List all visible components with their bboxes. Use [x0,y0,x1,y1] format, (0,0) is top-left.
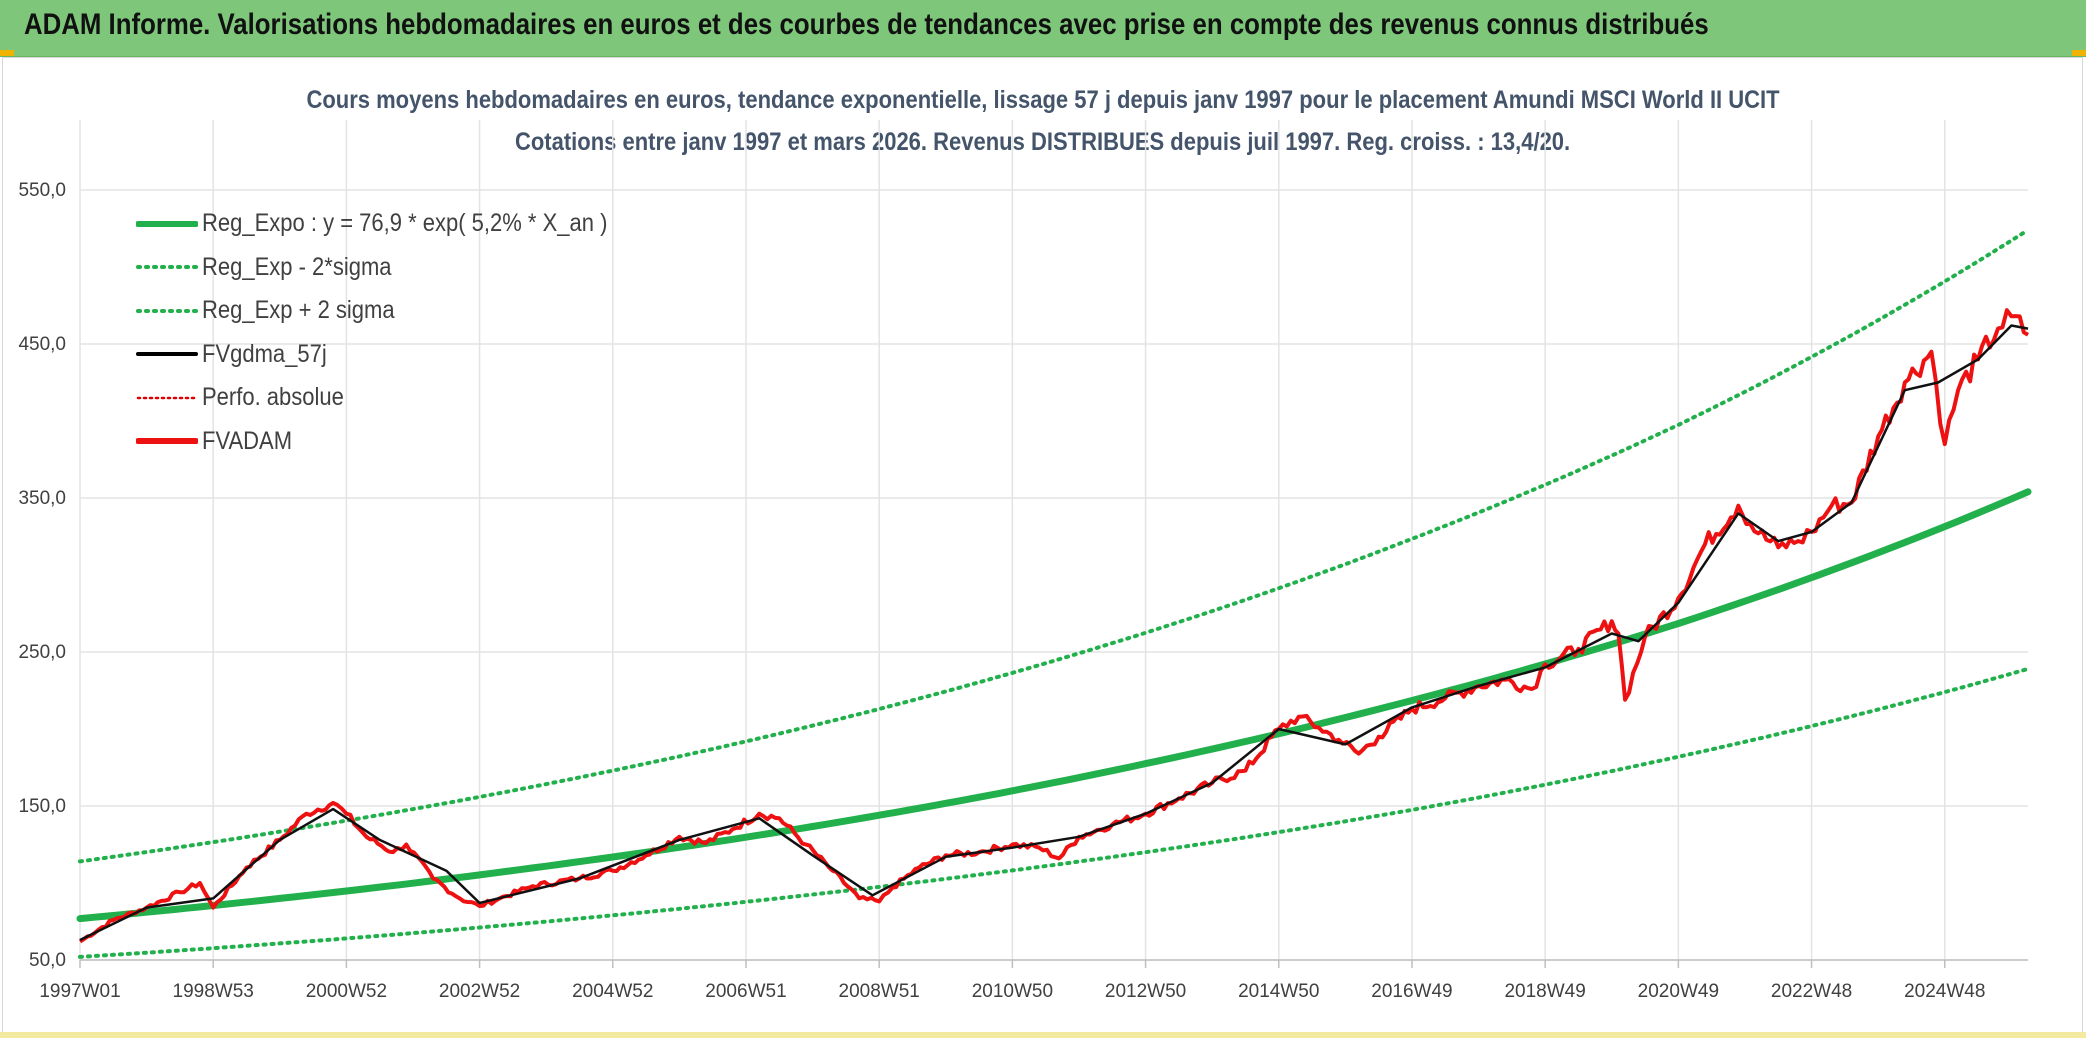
legend-label: Reg_Expo : y = 76,9 * exp( 5,2% * X_an ) [202,209,608,238]
x-tick-label: 2012W50 [1105,981,1186,1002]
x-tick-label: 2008W51 [839,981,920,1002]
x-tick-label: 2016W49 [1371,981,1452,1002]
series-line-reg-exp-minus-2-sigma [78,666,2030,959]
x-tick-label: 2000W52 [306,981,387,1002]
legend-item: Reg_Exp - 2*sigma [136,246,663,290]
series-line-fvadam [78,308,2030,944]
x-tick-label: 2002W52 [439,981,520,1002]
x-tick-label: 1998W53 [173,981,254,1002]
legend-item: Reg_Expo : y = 76,9 * exp( 5,2% * X_an ) [136,202,663,246]
legend-swatch [136,396,198,399]
y-tick-label: 150,0 [18,796,66,817]
legend-label: FVgdma_57j [202,339,327,368]
y-tick-label: 250,0 [18,642,66,663]
y-tick-label: 450,0 [18,334,66,355]
x-tick-label: 2014W50 [1238,981,1319,1002]
x-tick-label: 2020W49 [1638,981,1719,1002]
x-tick-label: 2010W50 [972,981,1053,1002]
series-line-fvgdma-57j [79,324,2029,942]
legend-label: FVADAM [202,426,293,455]
legend-item: FVgdma_57j [136,333,663,377]
legend-item: Perfo. absolue [136,376,663,420]
banner-corner-accent-left [0,50,14,56]
chart-title-line-2: Cotations entre janv 1997 et mars 2026. … [515,128,1571,156]
legend-item: FVADAM [136,420,663,464]
y-tick-label: 50,0 [29,950,66,971]
series-line-reg-expo [76,488,2032,923]
legend-label: Reg_Exp - 2*sigma [202,252,392,281]
report-title: ADAM Informe. Valorisations hebdomadaire… [24,8,1709,41]
report-banner: ADAM Informe. Valorisations hebdomadaire… [0,0,2086,57]
x-tick-label: 2004W52 [572,981,653,1002]
banner-corner-accent-right [2072,50,2086,56]
legend-swatch [136,438,198,445]
legend-swatch [136,265,198,270]
x-tick-label: 2022W48 [1771,981,1852,1002]
legend-item: Reg_Exp + 2 sigma [136,289,663,333]
legend-label: Perfo. absolue [202,383,344,412]
legend-swatch [136,308,198,313]
legend-swatch [136,220,198,227]
bottom-strip [0,1032,2086,1038]
x-tick-label: 2006W51 [705,981,786,1002]
x-tick-label: 2018W49 [1504,981,1585,1002]
y-tick-label: 350,0 [18,488,66,509]
legend-label: Reg_Exp + 2 sigma [202,296,395,325]
x-tick-label: 1997W01 [39,981,120,1002]
x-tick-label: 2024W48 [1904,981,1985,1002]
chart-legend: Reg_Expo : y = 76,9 * exp( 5,2% * X_an )… [136,202,663,463]
y-tick-label: 550,0 [18,180,66,201]
legend-swatch [136,352,198,357]
series-line-reg-exp-plus-2-sigma [78,228,2030,864]
chart-title-line-1: Cours moyens hebdomadaires en euros, ten… [306,86,1780,114]
